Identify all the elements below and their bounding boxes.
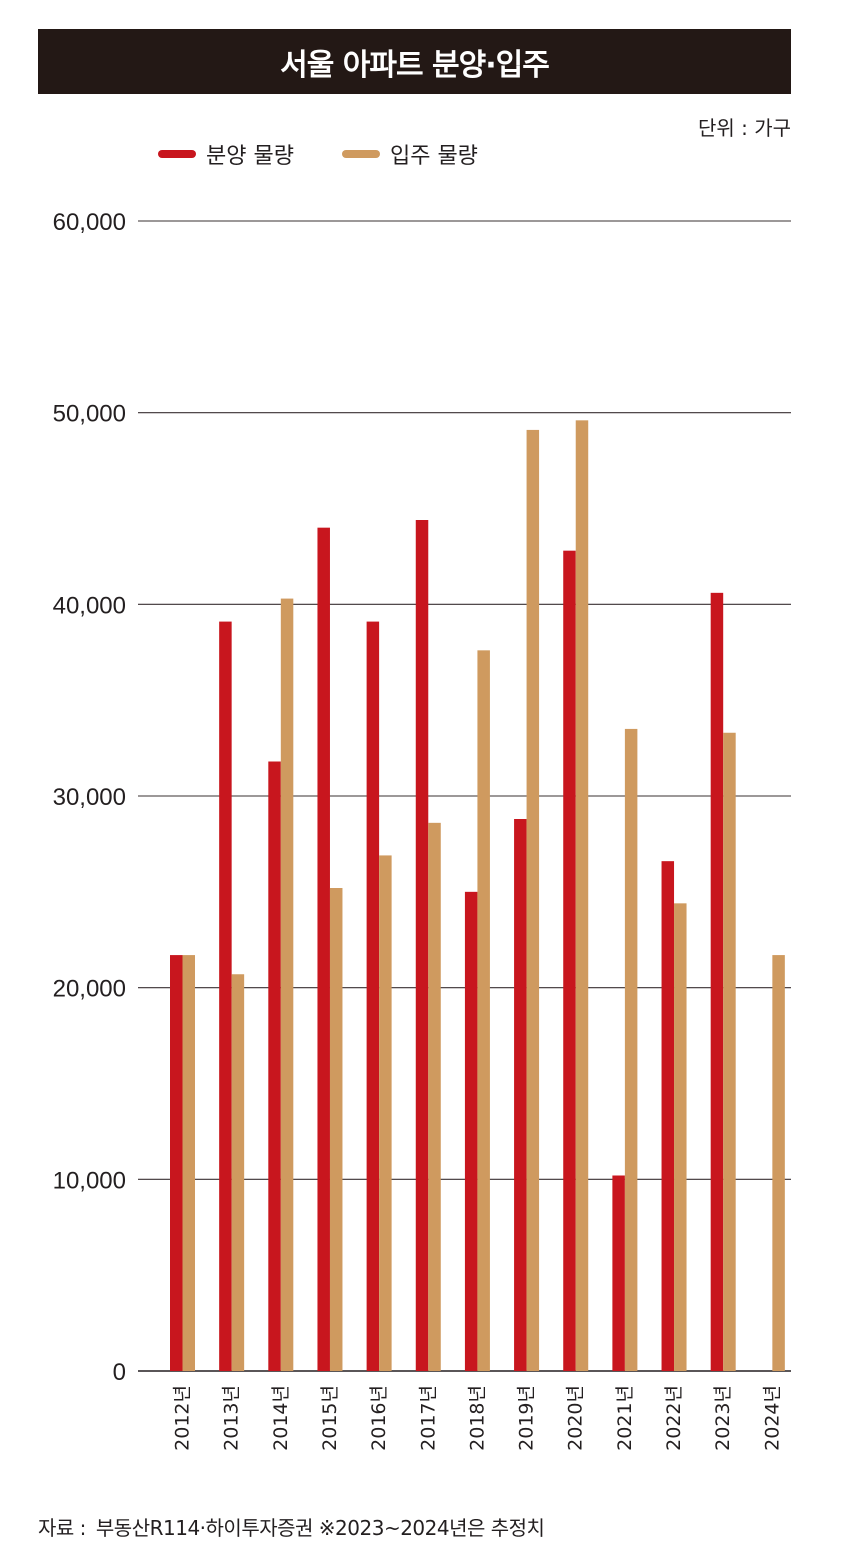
bar-supply (661, 861, 675, 1371)
bar-move-in (477, 650, 490, 1371)
y-tick-label: 40,000 (53, 592, 126, 619)
x-tick-label: 2019년 (516, 1385, 538, 1451)
bar-supply (612, 1175, 625, 1371)
bar-move-in (428, 822, 441, 1371)
bar-supply (219, 621, 232, 1371)
bar-move-in (280, 598, 294, 1371)
bar-move-in (575, 420, 589, 1371)
legend-label-supply: 분양 물량 (206, 144, 294, 169)
bar-move-in (182, 955, 195, 1371)
bar-move-in (231, 974, 245, 1371)
legend-swatch-move-in (341, 150, 380, 158)
x-tick-label: 2020년 (565, 1385, 587, 1451)
bar-supply (563, 550, 576, 1371)
bar-supply (514, 819, 527, 1371)
legend: 분양 물량 입주 물량 (158, 138, 526, 170)
source-text: 부동산R114·하이투자증권 ※2023~2024년은 추정치 (95, 1516, 545, 1540)
x-tick-label: 2014년 (270, 1385, 292, 1451)
bar-supply (317, 527, 330, 1371)
y-tick-label: 20,000 (53, 976, 126, 1003)
bar-move-in (329, 888, 343, 1371)
bar-move-in (526, 429, 540, 1372)
x-tick-label: 2023년 (712, 1385, 734, 1451)
y-tick-label: 50,000 (53, 401, 126, 428)
source-label: 자료 : (38, 1516, 86, 1540)
y-tick-label: 30,000 (53, 784, 126, 811)
bar-supply (415, 520, 429, 1371)
x-tick-label: 2013년 (221, 1385, 243, 1451)
legend-item-move-in: 입주 물량 (341, 138, 478, 170)
y-tick-label: 0 (113, 1359, 126, 1386)
bar-supply (366, 621, 380, 1371)
bar-move-in (624, 728, 638, 1371)
x-tick-label: 2021년 (614, 1385, 636, 1451)
bar-supply (464, 891, 478, 1371)
bar-move-in (674, 903, 687, 1371)
unit-label: 단위 : 가구 (697, 116, 791, 140)
legend-item-supply: 분양 물량 (158, 138, 294, 170)
bar-move-in (772, 955, 785, 1371)
legend-swatch-supply (158, 150, 196, 158)
x-tick-label: 2022년 (663, 1385, 685, 1451)
bar-supply (268, 761, 281, 1371)
bar-move-in (379, 855, 392, 1371)
y-tick-label: 60,000 (53, 209, 126, 236)
bar-supply (170, 955, 183, 1371)
bar-chart: 0 10,000 20,000 30,000 40,000 50,000 60,000 201… (53, 209, 791, 1451)
source-note: 자료 : 부동산R114·하이투자증권 ※2023~2024년은 추정치 (38, 1512, 554, 1541)
x-tick-label: 2024년 (761, 1385, 783, 1451)
bar-move-in (723, 732, 736, 1371)
legend-label-move-in: 입주 물량 (389, 144, 478, 169)
x-tick-label: 2012년 (172, 1385, 194, 1451)
x-tick-label: 2015년 (319, 1385, 341, 1451)
chart-title: 서울 아파트 분양·입주 (280, 47, 550, 83)
y-tick-label: 10,000 (53, 1167, 126, 1194)
chart-title-bar: 서울 아파트 분양·입주 (38, 29, 791, 94)
x-tick-label: 2016년 (368, 1385, 390, 1451)
x-tick-label: 2017년 (417, 1385, 439, 1451)
bar-supply (710, 592, 724, 1371)
x-tick-label: 2018년 (466, 1385, 488, 1451)
